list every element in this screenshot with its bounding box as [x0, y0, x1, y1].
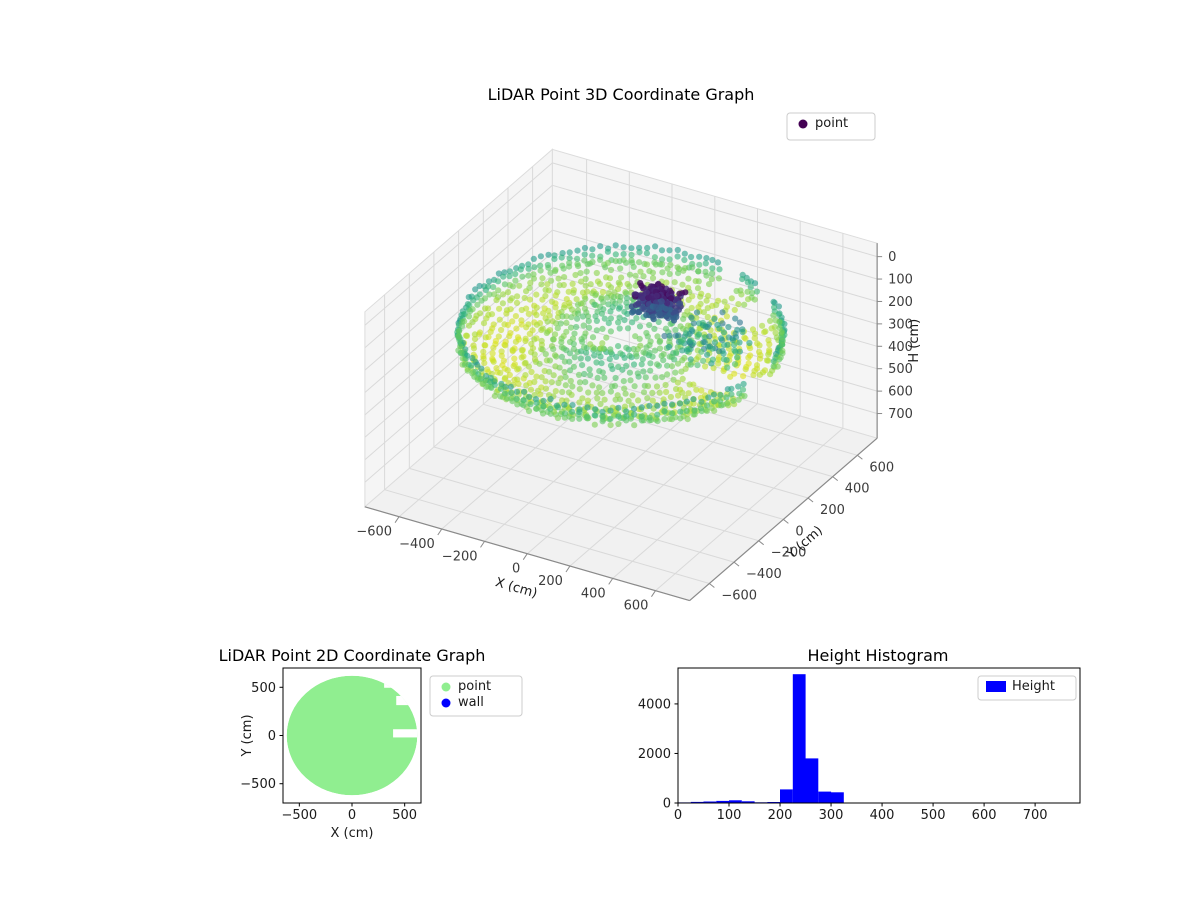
svg-text:500: 500: [888, 362, 913, 377]
svg-text:100: 100: [717, 808, 742, 823]
svg-text:−600: −600: [721, 588, 757, 603]
svg-text:−600: −600: [356, 525, 392, 540]
bar: [831, 792, 844, 803]
svg-text:300: 300: [819, 808, 844, 823]
svg-text:200: 200: [820, 503, 845, 518]
svg-text:500: 500: [251, 681, 276, 696]
svg-text:2000: 2000: [638, 747, 671, 762]
bar: [818, 791, 832, 803]
svg-text:4000: 4000: [638, 697, 671, 712]
svg-text:X (cm): X (cm): [493, 575, 538, 601]
svg-text:0: 0: [795, 524, 803, 539]
svg-text:−500: −500: [281, 808, 317, 823]
bar: [780, 789, 793, 803]
svg-text:200: 200: [768, 808, 793, 823]
svg-text:600: 600: [972, 808, 997, 823]
svg-text:400: 400: [870, 808, 895, 823]
bar: [729, 800, 742, 803]
legend-box: [786, 112, 876, 141]
svg-text:0: 0: [348, 808, 356, 823]
point-region: [286, 675, 418, 796]
svg-text:0: 0: [674, 808, 682, 823]
histogram: 0 100 200 300 400 500 600 700 0 2000 4000 Height: [638, 667, 1081, 823]
svg-text:700: 700: [888, 407, 913, 422]
svg-text:600: 600: [869, 460, 894, 475]
legend-marker: [798, 119, 808, 129]
bar: [741, 801, 755, 803]
legend-marker: [441, 698, 451, 708]
bar: [703, 801, 717, 803]
svg-text:500: 500: [392, 808, 417, 823]
svg-text:0: 0: [512, 562, 520, 577]
bar: [805, 758, 819, 803]
bars: [678, 674, 844, 803]
svg-text:200: 200: [538, 574, 563, 589]
svg-text:0: 0: [268, 729, 276, 744]
svg-text:−400: −400: [399, 537, 435, 552]
svg-text:0: 0: [888, 250, 896, 265]
svg-text:−500: −500: [240, 777, 276, 792]
svg-text:−400: −400: [746, 567, 782, 582]
legend-box: [429, 675, 523, 717]
svg-text:200: 200: [888, 295, 913, 310]
svg-text:0: 0: [663, 797, 671, 812]
bar: [792, 674, 806, 803]
svg-text:700: 700: [1023, 808, 1048, 823]
legend-marker: [441, 682, 451, 692]
svg-text:−200: −200: [771, 546, 807, 561]
svg-text:500: 500: [921, 808, 946, 823]
histogram-title: Height Histogram: [807, 646, 949, 665]
svg-text:−200: −200: [442, 549, 478, 564]
svg-text:X (cm): X (cm): [331, 826, 374, 841]
svg-text:Y (cm): Y (cm): [240, 714, 255, 757]
svg-text:100: 100: [888, 273, 913, 288]
svg-text:400: 400: [845, 482, 870, 497]
plot3d-title: LiDAR Point 3D Coordinate Graph: [487, 85, 755, 104]
bar: [690, 801, 704, 803]
svg-text:point: point: [458, 679, 491, 694]
svg-text:point: point: [815, 116, 848, 131]
bar: [716, 800, 730, 803]
svg-text:wall: wall: [458, 695, 484, 710]
svg-text:600: 600: [888, 385, 913, 400]
svg-text:Height: Height: [1012, 679, 1055, 694]
legend-swatch: [986, 681, 1006, 692]
point-cloud: [454, 242, 788, 429]
svg-text:600: 600: [624, 599, 649, 614]
svg-text:400: 400: [888, 340, 913, 355]
svg-text:400: 400: [581, 586, 606, 601]
svg-text:H (cm): H (cm): [907, 319, 922, 363]
plot2d-title: LiDAR Point 2D Coordinate Graph: [218, 646, 486, 665]
svg-text:300: 300: [888, 317, 913, 332]
plot3d: −600−400−2000200400600−600−400−200020040…: [356, 112, 922, 614]
